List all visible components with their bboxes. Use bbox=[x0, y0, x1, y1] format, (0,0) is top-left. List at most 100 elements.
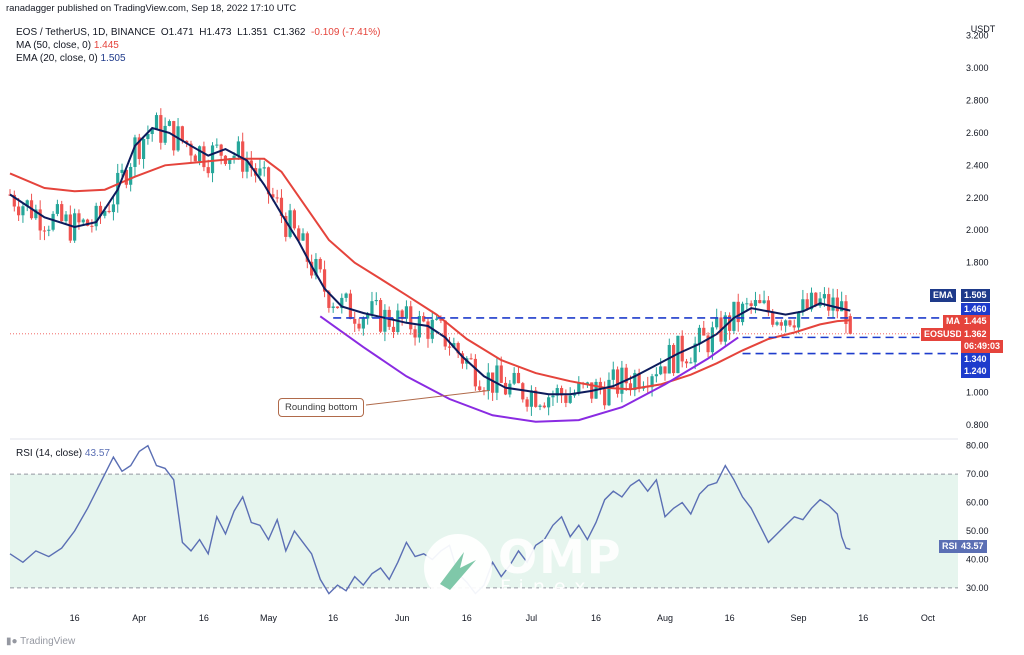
candle-body bbox=[198, 146, 202, 162]
candle-body bbox=[391, 326, 396, 333]
rsi-tag: RSI bbox=[939, 540, 961, 553]
ma-price-label: 1.445 bbox=[961, 315, 990, 328]
price-tick-label: 2.800 bbox=[966, 95, 989, 105]
candle-body bbox=[193, 155, 197, 162]
candle-body bbox=[538, 405, 542, 407]
candle-body bbox=[620, 367, 624, 394]
candle-body bbox=[758, 300, 762, 304]
candle-body bbox=[275, 197, 279, 199]
candle-body bbox=[163, 125, 167, 143]
rsi-value-label: 43.57 bbox=[958, 540, 987, 553]
ema20-line bbox=[9, 126, 851, 396]
candle-body bbox=[637, 373, 641, 389]
rsi-tick-label: 70.00 bbox=[966, 469, 989, 479]
candle-body bbox=[81, 219, 85, 223]
candle-body bbox=[447, 346, 452, 348]
ema-legend-label: EMA (20, close, 0) bbox=[16, 53, 98, 64]
candle-body bbox=[129, 166, 133, 185]
candle-body bbox=[47, 229, 51, 231]
candle-body bbox=[331, 306, 335, 308]
ema-legend[interactable]: EMA (20, close, 0) 1.505 bbox=[16, 53, 126, 64]
candle-body bbox=[409, 306, 413, 330]
candle-body bbox=[327, 291, 331, 308]
candle-body bbox=[314, 258, 318, 276]
candle-body bbox=[206, 167, 210, 174]
candle-body bbox=[422, 316, 426, 322]
price-tick-label: 3.000 bbox=[966, 63, 989, 73]
candle-body bbox=[38, 209, 42, 231]
candle-body bbox=[603, 389, 607, 406]
time-tick-label: 16 bbox=[591, 613, 601, 623]
candle-body bbox=[77, 213, 81, 223]
candle-body bbox=[25, 200, 29, 207]
candle-body bbox=[60, 204, 64, 222]
candle-body bbox=[435, 318, 439, 320]
candle-body bbox=[585, 382, 590, 385]
candle-body bbox=[491, 372, 495, 393]
time-tick-label: Apr bbox=[132, 613, 146, 623]
tradingview-logo[interactable]: ▮● TradingView bbox=[6, 636, 76, 647]
candle-body bbox=[245, 160, 249, 172]
candle-body bbox=[697, 327, 702, 344]
candle-body bbox=[792, 325, 796, 328]
candle-body bbox=[715, 317, 719, 328]
candle-body bbox=[262, 167, 266, 169]
ohlc-change: -0.109 (-7.41%) bbox=[311, 27, 381, 38]
time-tick-label: 16 bbox=[328, 613, 338, 623]
rsi-legend[interactable]: RSI (14, close) 43.57 bbox=[16, 448, 110, 459]
candle-body bbox=[42, 230, 47, 232]
candle-body bbox=[779, 322, 783, 326]
candle-body bbox=[241, 141, 245, 172]
candle-body bbox=[672, 344, 676, 374]
ema-legend-value: 1.505 bbox=[100, 53, 126, 64]
candle-body bbox=[159, 115, 163, 143]
candle-body bbox=[512, 372, 516, 384]
candle-body bbox=[374, 300, 378, 302]
candle-body bbox=[572, 393, 577, 396]
candle-body bbox=[801, 299, 805, 312]
candle-body bbox=[335, 306, 340, 309]
candle-body bbox=[370, 301, 374, 315]
candle-body bbox=[271, 194, 275, 198]
ema-price-label: 1.505 bbox=[961, 289, 990, 302]
candle-body bbox=[689, 362, 693, 364]
candle-body bbox=[559, 388, 564, 396]
publisher-line: ranadagger published on TradingView.com,… bbox=[6, 3, 297, 14]
candle-body bbox=[486, 372, 490, 392]
candle-body bbox=[460, 353, 465, 364]
candle-body bbox=[762, 300, 766, 304]
candle-body bbox=[249, 160, 253, 169]
candle-body bbox=[348, 293, 353, 320]
candle-body bbox=[659, 366, 663, 375]
countdown-label: 06:49:03 bbox=[961, 340, 1004, 353]
rsi-tick-label: 50.00 bbox=[966, 526, 989, 536]
candle-body bbox=[232, 155, 236, 159]
candle-body bbox=[322, 269, 327, 292]
candle-body bbox=[64, 214, 68, 222]
candle-body bbox=[284, 216, 288, 237]
candle-body bbox=[844, 301, 848, 325]
candle-body bbox=[495, 365, 499, 393]
candle-body bbox=[706, 335, 710, 353]
rounding-bottom-annotation[interactable]: Rounding bottom bbox=[278, 398, 365, 417]
time-tick-label: Jul bbox=[526, 613, 538, 623]
time-tick-label: Oct bbox=[921, 613, 936, 623]
time-tick-label: Aug bbox=[657, 613, 673, 623]
ema-tag: EMA bbox=[930, 289, 956, 302]
time-tick-label: Jun bbox=[395, 613, 410, 623]
candle-body bbox=[478, 386, 482, 391]
candle-body bbox=[85, 219, 90, 226]
candle-body bbox=[555, 388, 559, 396]
candle-body bbox=[628, 383, 633, 391]
candle-body bbox=[516, 372, 521, 384]
price-tick-label: 2.200 bbox=[966, 193, 989, 203]
candle-body bbox=[340, 297, 344, 309]
candle-body bbox=[788, 320, 792, 326]
candle-body bbox=[624, 367, 628, 384]
symbol-legend: EOS / TetherUS, 1D, BINANCE O1.471 H1.47… bbox=[16, 27, 381, 38]
candle-body bbox=[228, 158, 232, 164]
ma-legend[interactable]: MA (50, close, 0) 1.445 bbox=[16, 40, 119, 51]
candle-body bbox=[848, 316, 852, 334]
ohlc-low: L1.351 bbox=[237, 27, 268, 38]
candle-body bbox=[146, 134, 150, 140]
